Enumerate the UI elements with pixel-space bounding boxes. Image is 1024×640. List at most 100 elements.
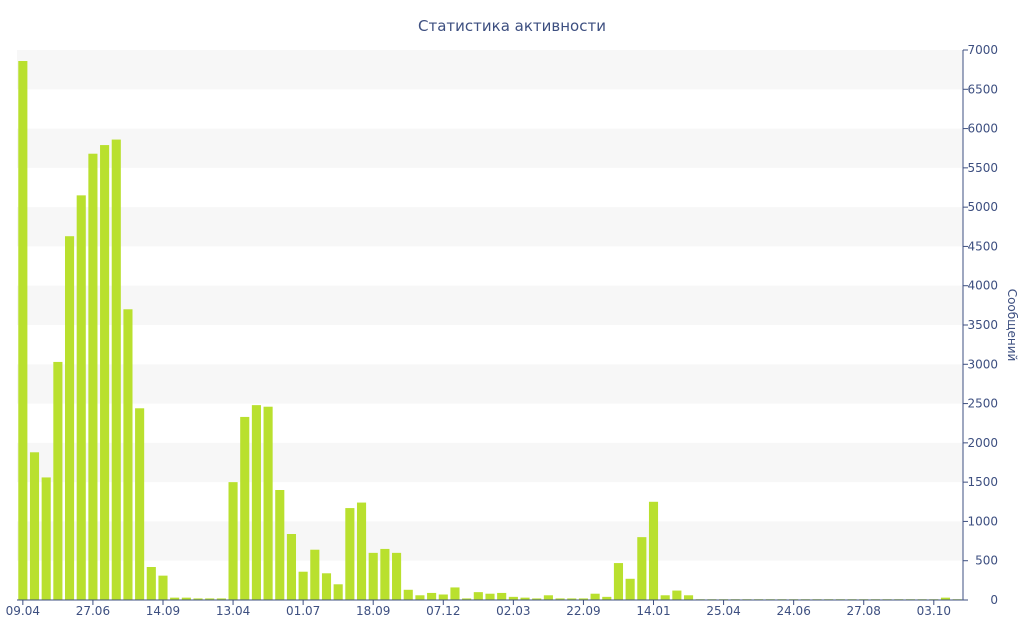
bar bbox=[228, 482, 238, 600]
x-tick-label: 22.09 bbox=[566, 604, 600, 618]
bar bbox=[590, 593, 600, 600]
bar bbox=[392, 552, 402, 600]
bar bbox=[660, 595, 670, 600]
bar bbox=[555, 598, 565, 600]
bar bbox=[485, 593, 495, 600]
x-tick-label: 27.06 bbox=[76, 604, 110, 618]
y-tick-label: 5000 bbox=[967, 200, 998, 214]
bar bbox=[356, 502, 367, 600]
bar bbox=[181, 597, 191, 600]
y-tick-label: 1500 bbox=[967, 475, 998, 489]
y-tick-label: 4000 bbox=[967, 279, 998, 293]
y-tick-label: 2500 bbox=[967, 397, 998, 411]
bar bbox=[216, 598, 226, 600]
bar bbox=[263, 406, 273, 600]
bar bbox=[450, 587, 460, 600]
x-tick-label: 01.07 bbox=[286, 604, 320, 618]
bar bbox=[333, 584, 343, 600]
x-tick-label: 24.06 bbox=[776, 604, 810, 618]
bar bbox=[193, 598, 203, 600]
y-tick-label: 0 bbox=[990, 593, 998, 607]
bar bbox=[111, 139, 121, 600]
bar bbox=[29, 452, 40, 600]
bar bbox=[543, 595, 553, 600]
bar bbox=[123, 309, 133, 600]
x-tick-label: 25.04 bbox=[706, 604, 740, 618]
x-tick-label: 03.10 bbox=[917, 604, 951, 618]
bar bbox=[497, 592, 507, 600]
bar bbox=[310, 549, 320, 600]
y-tick-label: 3000 bbox=[967, 357, 998, 371]
grid-band bbox=[17, 442, 963, 483]
bar bbox=[403, 589, 413, 600]
bar bbox=[76, 195, 86, 601]
bar bbox=[683, 595, 694, 600]
x-tick-label: 27.08 bbox=[847, 604, 881, 618]
grid-band bbox=[17, 128, 963, 168]
bar bbox=[462, 598, 472, 600]
bar bbox=[602, 596, 612, 600]
bar bbox=[345, 508, 355, 600]
y-tick-label: 1000 bbox=[967, 514, 998, 528]
bar bbox=[672, 590, 682, 600]
bar bbox=[251, 405, 261, 600]
x-tick-label: 09.04 bbox=[6, 604, 40, 618]
grid-band bbox=[17, 521, 963, 561]
bar bbox=[41, 477, 51, 600]
y-axis-label: Сообщений bbox=[1005, 289, 1019, 362]
y-axis-ticks: 0 500 1000 1500 2000 2500 3000 3500 4000 4500 5000… bbox=[963, 43, 998, 607]
bar bbox=[100, 145, 110, 600]
x-tick-label: 18.09 bbox=[356, 604, 390, 618]
bar bbox=[275, 490, 285, 600]
bar bbox=[135, 408, 145, 600]
bar bbox=[18, 61, 28, 600]
bar bbox=[240, 416, 250, 600]
bar bbox=[146, 567, 156, 600]
bar bbox=[473, 592, 483, 600]
bar bbox=[567, 598, 577, 600]
chart-title: Статистика активности bbox=[418, 17, 606, 35]
y-tick-label: 5500 bbox=[967, 161, 998, 175]
grid-band bbox=[17, 285, 963, 325]
x-tick-label: 13.04 bbox=[216, 604, 250, 618]
grid-band bbox=[17, 207, 963, 247]
grid-band bbox=[17, 364, 963, 404]
bar bbox=[532, 598, 542, 600]
bar bbox=[940, 597, 951, 600]
y-tick-label: 4500 bbox=[967, 239, 998, 253]
x-tick-label: 14.09 bbox=[146, 604, 180, 618]
bar bbox=[368, 552, 378, 600]
bar bbox=[286, 534, 297, 600]
bar bbox=[637, 537, 647, 600]
bar bbox=[321, 573, 332, 600]
bar bbox=[438, 594, 448, 600]
bar bbox=[625, 578, 635, 600]
x-tick-label: 14.01 bbox=[636, 604, 670, 618]
bar bbox=[170, 597, 180, 600]
bar bbox=[298, 571, 308, 600]
bar bbox=[88, 153, 98, 600]
bar bbox=[415, 595, 425, 600]
bar bbox=[613, 563, 624, 600]
bar bbox=[578, 598, 588, 600]
bar bbox=[427, 592, 437, 600]
y-tick-label: 2000 bbox=[967, 436, 998, 450]
bar-series bbox=[18, 61, 962, 601]
y-tick-label: 7000 bbox=[967, 43, 998, 57]
x-tick-label: 02.03 bbox=[496, 604, 530, 618]
y-tick-label: 500 bbox=[975, 554, 998, 568]
y-tick-label: 3500 bbox=[967, 318, 998, 332]
y-tick-label: 6500 bbox=[967, 82, 998, 96]
bar bbox=[53, 361, 63, 600]
bar bbox=[648, 501, 659, 600]
bar bbox=[205, 598, 215, 600]
bar bbox=[158, 575, 168, 600]
bar bbox=[65, 236, 75, 600]
y-tick-label: 6000 bbox=[967, 122, 998, 136]
bar bbox=[380, 548, 390, 600]
x-axis-ticks: 09.04 27.06 14.09 13.04 01.07 18.09 07.12 02.03… bbox=[6, 600, 951, 618]
grid-bands bbox=[17, 50, 963, 561]
grid-band bbox=[17, 50, 963, 90]
bar bbox=[520, 597, 530, 600]
